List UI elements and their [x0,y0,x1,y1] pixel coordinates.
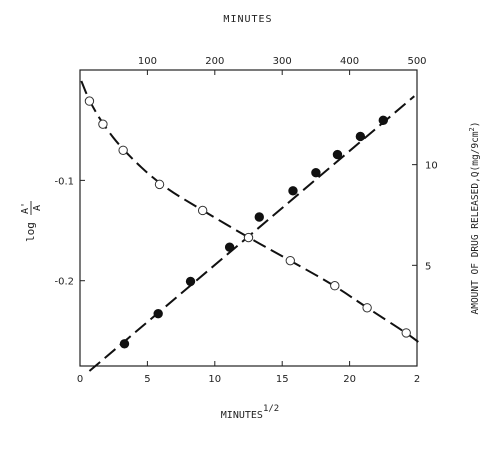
bottom-axis-label: MINUTES1/2 [221,404,279,421]
bottom-axis-label-main: MINUTES [221,410,263,421]
release-fit-line [88,95,415,372]
filled-circle-point [153,308,163,319]
bottom-tick-label: 10 [208,374,221,385]
bottom-tick-label: 20 [343,374,356,385]
left-tick-label: -0.1 [54,176,74,187]
right-axis-label-sup: 2 [468,127,476,131]
right-axis-label: AMOUNT OF DRUG RELEASED,Q(mg/9cm2) [468,122,481,315]
open-circle-point [401,328,411,338]
filled-circle-point [311,167,321,178]
filled-circle-point [288,186,298,196]
open-circle-point [98,119,108,129]
left-axis-label-prefix: log [24,222,37,242]
top-tick-label: 100 [138,56,157,67]
top-tick-label: 500 [407,56,426,67]
open-circle-point [118,145,128,155]
data-markers [84,96,411,349]
right-tick-label: 10 [425,161,438,172]
right-axis-ticks: 10 5 [412,161,438,272]
bottom-tick-label: 2 [414,374,420,385]
top-tick-label: 200 [205,56,224,67]
open-circle-point [330,281,340,291]
filled-circle-point [119,339,130,349]
open-circle-point [243,232,254,243]
open-circle-point [285,255,295,266]
plot-frame [79,69,418,367]
left-axis-label-numerator: A' [20,202,31,214]
filled-circle-point [378,115,388,126]
open-circle-point [362,303,372,313]
bottom-tick-label: 15 [276,374,289,385]
filled-circle-point [254,212,264,222]
bottom-tick-label: 0 [77,374,83,385]
fit-lines [80,80,421,372]
right-axis-label-main: AMOUNT OF DRUG RELEASED,Q(mg/9cm [470,131,481,314]
filled-circle-point [224,242,235,252]
bottom-tick-label: 5 [144,374,150,385]
top-tick-label: 400 [340,56,359,67]
top-tick-label: 300 [273,56,292,67]
bottom-axis-ticks: 0 5 10 15 20 2 [77,361,420,385]
filled-circle-point [355,131,366,142]
left-axis-ticks: -0.1 -0.2 [54,176,85,288]
right-axis-label-tail: ) [470,122,481,128]
right-tick-label: 5 [425,261,431,272]
bottom-axis-label-exponent: 1/2 [263,404,279,414]
top-axis-ticks: 100 200 300 400 500 [138,56,427,75]
left-tick-label: -0.2 [54,277,74,288]
open-circle-point [197,205,208,216]
filled-circle-point [185,276,196,287]
filled-circle-point [332,149,343,160]
top-axis-title: MINUTES [223,14,272,25]
left-axis-label: log A' A [20,201,43,242]
open-circle-point [84,96,95,106]
left-axis-label-denominator: A [32,205,43,211]
open-circle-point [154,179,165,190]
